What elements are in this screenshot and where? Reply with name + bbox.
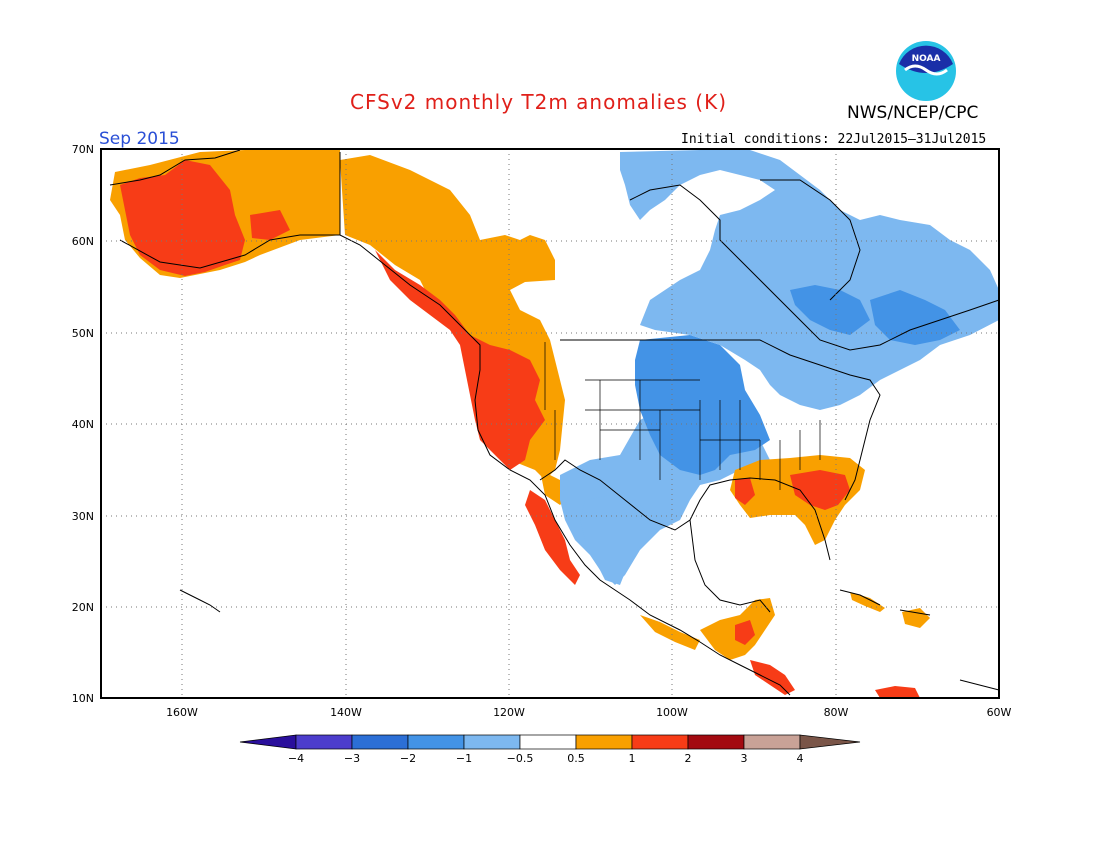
lat-label-60n: 60N [72,235,94,248]
colorbar-segment-5 [519,734,577,750]
colorbar-tick-label: −4 [288,752,304,765]
colorbar-segment-1 [295,734,353,750]
colorbar: −4 −3 −2 −1 −0.5 0.5 1 2 3 4 [239,734,861,765]
colorbar-segment-3 [407,734,465,750]
lon-label-160w: 160W [166,706,198,719]
alaska-red-region [120,160,245,276]
colorbar-tick-label: −3 [344,752,360,765]
colorbar-tick-label: 3 [741,752,748,765]
alaska-red-region-2 [250,210,290,240]
central-america-red-region [735,620,755,645]
state-borders [544,342,821,490]
chart-title: CFSv2 monthly T2m anomalies (K) [350,90,727,114]
baja-red-region [525,490,580,585]
colorbar-segment-9 [743,734,801,750]
lat-label-30n: 30N [72,510,94,523]
colorbar-segment-10 [799,734,861,750]
colorbar-segment-2 [351,734,409,750]
colorbar-tick-label: −2 [400,752,416,765]
colorbar-tick-label: 0.5 [567,752,585,765]
lon-label-60w: 60W [987,706,1012,719]
labrador-blue-region [870,290,960,345]
venezuela-red-region [875,686,920,698]
northern-canada-orange-region [345,190,440,225]
lon-label-140w: 140W [330,706,362,719]
lat-label-70n: 70N [72,143,94,156]
colorbar-segment-8 [687,734,745,750]
colorbar-segment-4 [463,734,521,750]
svg-text:NOAA: NOAA [912,54,941,64]
colorbar-segment-7 [631,734,689,750]
southeast-red-region [790,470,850,510]
lon-label-80w: 80W [824,706,849,719]
panama-red-region [750,660,795,695]
colorbar-tick-label: 2 [685,752,692,765]
lat-label-10n: 10N [72,692,94,705]
colorbar-tick-label: 1 [629,752,636,765]
colorbar-tick-label: −1 [456,752,472,765]
forecast-month: Sep 2015 [99,129,180,149]
mexico-coast-orange-region [640,615,700,650]
colorbar-tick-label: 4 [797,752,804,765]
lon-label-120w: 120W [493,706,525,719]
colorbar-segment-6 [575,734,633,750]
hispaniola-orange-region [902,608,930,628]
noaa-logo-icon: NOAA [896,41,956,101]
latitude-labels: 70N 60N 50N 40N 30N 20N 10N [72,143,94,705]
lat-label-50n: 50N [72,327,94,340]
colorbar-segment-0 [239,734,297,750]
lat-label-20n: 20N [72,601,94,614]
agency-label: NWS/NCEP/CPC [847,103,979,123]
coastlines [109,149,1000,696]
canada-lightblue-region [620,150,999,410]
westcoast-red-region [375,250,545,470]
lat-label-40n: 40N [72,418,94,431]
colorbar-tick-label: −0.5 [507,752,534,765]
texas-red-region [735,478,755,505]
initial-conditions: Initial conditions: 22Jul2015–31Jul2015 [681,132,987,147]
lon-label-100w: 100W [656,706,688,719]
canada-blue-region [790,285,870,335]
map-frame [100,148,1000,699]
longitude-labels: 160W 140W 120W 100W 80W 60W [166,706,1011,719]
mexico-lightblue-region [580,495,655,585]
